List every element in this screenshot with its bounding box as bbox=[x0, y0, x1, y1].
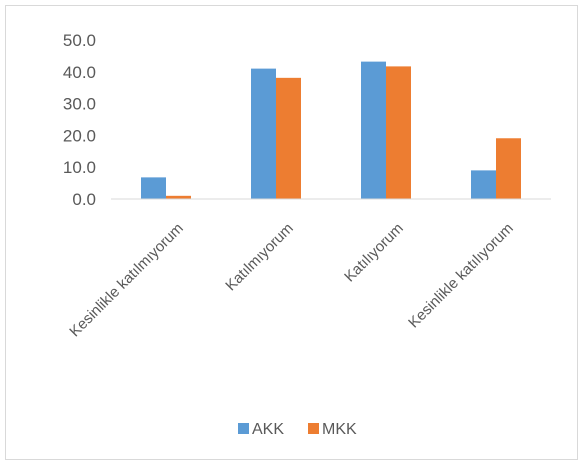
bar-mkk bbox=[496, 138, 521, 199]
x-tick-label: Katılıyorum bbox=[341, 220, 407, 286]
legend-swatch-akk bbox=[238, 423, 249, 434]
legend-swatch-mkk bbox=[308, 423, 319, 434]
legend-label-mkk: MKK bbox=[322, 421, 357, 438]
bar-akk bbox=[361, 61, 386, 200]
bars-group bbox=[141, 61, 521, 200]
bar-akk bbox=[471, 170, 496, 199]
bar-akk bbox=[251, 68, 276, 199]
y-tick-label: 40.0 bbox=[63, 63, 96, 82]
bar-mkk bbox=[276, 77, 301, 199]
x-tick-label: Kesinlikle katılıyorum bbox=[405, 220, 517, 332]
legend-label-akk: AKK bbox=[252, 421, 284, 438]
legend: AKK MKK bbox=[238, 421, 357, 438]
y-tick-label: 30.0 bbox=[63, 95, 96, 114]
bar-akk bbox=[141, 177, 166, 199]
x-axis: Kesinlikle katılmıyorum Katılmıyorum Katıl… bbox=[66, 220, 516, 340]
x-tick-label: Katılmıyorum bbox=[222, 220, 297, 295]
y-tick-label: 0.0 bbox=[72, 190, 96, 209]
y-tick-label: 20.0 bbox=[63, 126, 96, 145]
x-tick-label: Kesinlikle katılmıyorum bbox=[66, 220, 186, 340]
bar-mkk bbox=[166, 195, 191, 199]
y-axis: 0.0 10.0 20.0 30.0 40.0 50.0 bbox=[63, 31, 96, 209]
y-tick-label: 50.0 bbox=[63, 31, 96, 50]
bar-mkk bbox=[386, 66, 411, 199]
chart-area: 0.0 10.0 20.0 30.0 40.0 50.0 Kesinlikle katıl… bbox=[5, 5, 578, 460]
y-tick-label: 10.0 bbox=[63, 158, 96, 177]
bar-chart: 0.0 10.0 20.0 30.0 40.0 50.0 Kesinlikle katıl… bbox=[63, 31, 551, 438]
